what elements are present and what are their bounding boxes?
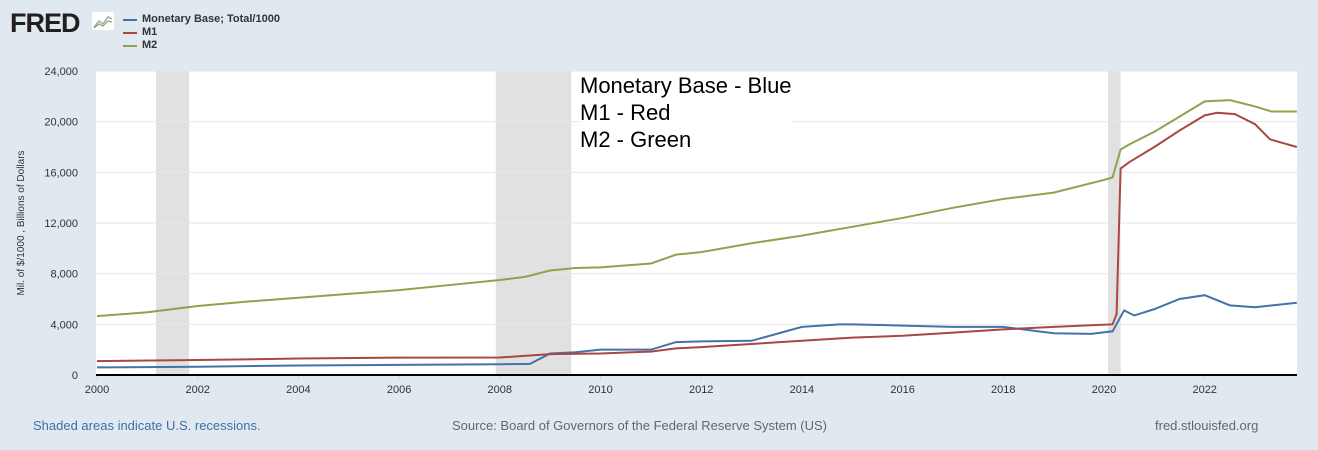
legend-label: M2 (142, 39, 158, 51)
x-tick-label: 2002 (185, 384, 209, 396)
x-tick-label: 2018 (991, 384, 1015, 396)
legend-label: Monetary Base; Total/1000 (142, 13, 280, 25)
legend-swatch (123, 18, 137, 21)
x-tick-label: 2014 (790, 384, 814, 396)
annotation-line: Monetary Base - Blue (580, 73, 792, 98)
x-tick-label: 2010 (588, 384, 612, 396)
legend-swatch (123, 44, 137, 47)
legend: Monetary Base; Total/1000 M1 M2 (123, 13, 280, 52)
x-tick-label: 2004 (286, 384, 310, 396)
annotation-line: M1 - Red (580, 100, 671, 125)
legend-swatch (123, 31, 137, 34)
x-tick-label: 2008 (488, 384, 512, 396)
x-tick-label: 2006 (387, 384, 411, 396)
legend-item[interactable]: M2 (123, 39, 280, 52)
y-tick-label: 16,000 (44, 167, 78, 179)
series-line-m1 (96, 111, 1298, 363)
source-note: Source: Board of Governors of the Federa… (452, 418, 827, 433)
annotation-line: M2 - Green (580, 127, 692, 152)
legend-label: M1 (142, 26, 158, 38)
x-tick-label: 2016 (890, 384, 914, 396)
chart-annotation: Monetary Base - Blue M1 - Red M2 - Green (580, 72, 792, 153)
series-line-monetary-base (96, 294, 1297, 369)
y-axis-label: Mil. of $/1000 , Billions of Dollars (16, 150, 27, 295)
fred-url[interactable]: fred.stlouisfed.org (1155, 418, 1259, 433)
y-tick-label: 12,000 (44, 218, 78, 230)
y-tick-label: 8,000 (50, 269, 78, 281)
x-tick-label: 2022 (1192, 384, 1216, 396)
legend-item[interactable]: M1 (123, 26, 280, 39)
legend-item[interactable]: Monetary Base; Total/1000 (123, 13, 280, 26)
y-tick-label: 24,000 (44, 66, 78, 78)
y-tick-label: 4,000 (50, 319, 78, 331)
x-tick-label: 2000 (85, 384, 109, 396)
x-tick-label: 2012 (689, 384, 713, 396)
recession-note[interactable]: Shaded areas indicate U.S. recessions. (33, 418, 261, 433)
x-tick-label: 2020 (1092, 384, 1116, 396)
series-line-m2 (96, 99, 1297, 318)
y-tick-label: 20,000 (44, 117, 78, 129)
y-tick-label: 0 (72, 370, 78, 382)
fred-graph-icon (92, 12, 114, 30)
fred-logo[interactable]: FRED (10, 8, 80, 38)
